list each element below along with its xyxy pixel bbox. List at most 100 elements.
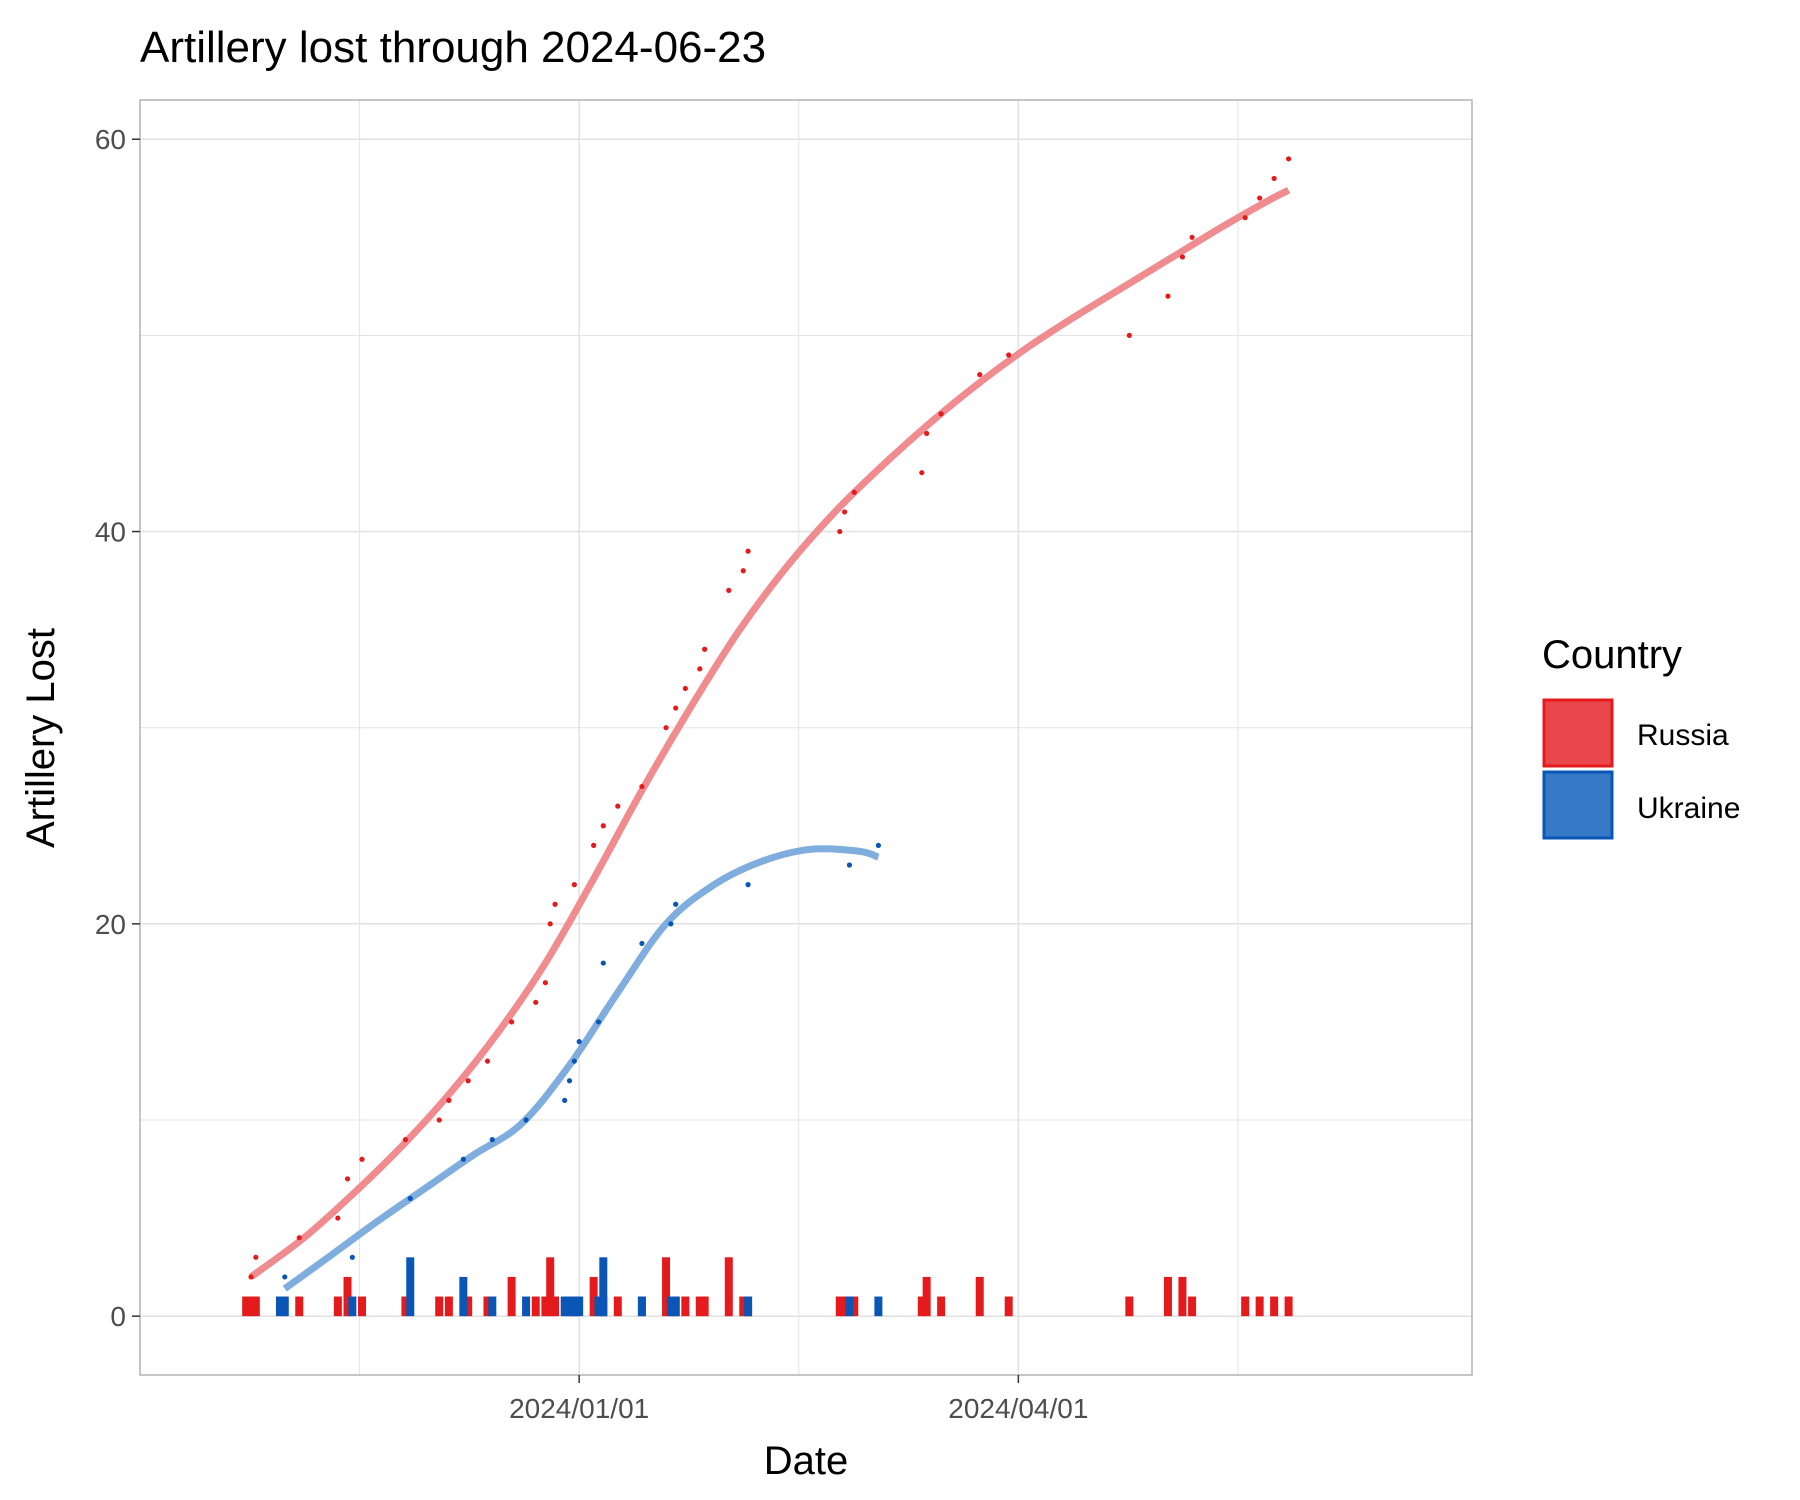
- panel-border: [139, 99, 1473, 1376]
- cumulative-point-ukraine: [489, 1137, 495, 1143]
- daily-bar-ukraine: [348, 1296, 357, 1317]
- cumulative-point-russia: [663, 725, 669, 731]
- daily-bar-ukraine: [744, 1296, 753, 1317]
- x-tick-label: 2024/04/01: [948, 1393, 1088, 1424]
- cumulative-point-russia: [591, 842, 597, 848]
- daily-bar-russia: [343, 1276, 352, 1317]
- x-tick-label: 2024/01/01: [509, 1393, 649, 1424]
- daily-bar-russia: [483, 1296, 492, 1317]
- cumulative-point-russia: [1179, 254, 1186, 260]
- daily-bar-ukraine: [575, 1296, 584, 1317]
- cumulative-point-russia: [248, 1274, 254, 1280]
- legend-swatch-ukraine: [1542, 770, 1614, 840]
- daily-bar-russia: [840, 1296, 849, 1317]
- daily-bar-russia: [695, 1296, 704, 1317]
- cumulative-point-ukraine: [407, 1195, 413, 1202]
- daily-bar-russia: [444, 1296, 453, 1317]
- chart-title: Artillery lost through 2024-06-23: [140, 23, 766, 72]
- cumulative-point-russia: [682, 685, 688, 692]
- cumulative-point-ukraine: [460, 1156, 466, 1162]
- y-tick-label: 40: [95, 517, 126, 548]
- daily-bar-russia: [1125, 1296, 1134, 1317]
- cumulative-point-russia: [837, 528, 843, 535]
- daily-bar-ukraine: [560, 1296, 569, 1317]
- cumulative-point-russia: [851, 489, 857, 495]
- cumulative-point-russia: [446, 1097, 452, 1103]
- daily-bar-ukraine: [874, 1296, 883, 1317]
- daily-bars: [242, 1257, 1293, 1317]
- daily-bar-russia: [401, 1296, 410, 1317]
- daily-bar-russia: [1188, 1296, 1197, 1317]
- daily-bar-russia: [251, 1296, 260, 1317]
- daily-bar-russia: [662, 1257, 671, 1317]
- cumulative-point-russia: [938, 411, 944, 417]
- cumulative-point-ukraine: [673, 901, 679, 907]
- daily-bar-russia: [850, 1296, 859, 1317]
- cumulative-point-russia: [1126, 332, 1132, 338]
- daily-bar-ukraine: [671, 1296, 680, 1317]
- cumulative-point-russia: [436, 1117, 442, 1123]
- cumulative-point-russia: [296, 1235, 302, 1241]
- daily-bar-ukraine: [459, 1276, 468, 1317]
- cumulative-point-russia: [977, 372, 983, 378]
- smooth-lines: [248, 187, 1291, 1292]
- daily-bar-russia: [975, 1276, 984, 1317]
- cumulative-point-russia: [842, 509, 848, 515]
- daily-bar-russia: [739, 1296, 748, 1317]
- cumulative-point-russia: [1189, 234, 1195, 240]
- cumulative-point-russia: [571, 882, 577, 888]
- cumulative-point-ukraine: [595, 1019, 602, 1025]
- cumulative-point-ukraine: [745, 882, 751, 888]
- daily-bar-ukraine: [599, 1257, 608, 1317]
- cumulative-point-russia: [344, 1176, 351, 1182]
- cumulative-point-russia: [542, 980, 548, 986]
- daily-bar-ukraine: [275, 1296, 284, 1317]
- daily-bar-russia: [922, 1276, 931, 1317]
- daily-bar-russia: [507, 1276, 516, 1317]
- cumulative-point-ukraine: [600, 960, 606, 966]
- cumulative-point-russia: [745, 548, 751, 554]
- daily-bar-ukraine: [565, 1296, 574, 1317]
- cumulative-point-ukraine: [846, 862, 853, 868]
- cumulative-point-russia: [600, 823, 606, 829]
- daily-bar-ukraine: [522, 1296, 531, 1317]
- cumulative-point-russia: [402, 1137, 409, 1143]
- smooth-line-russia: [248, 187, 1291, 1280]
- y-tick-label: 20: [95, 909, 126, 940]
- daily-bar-russia: [613, 1296, 622, 1317]
- cumulative-point-russia: [702, 646, 708, 652]
- cumulative-point-russia: [673, 705, 679, 711]
- cumulative-point-russia: [1271, 175, 1277, 182]
- daily-bar-russia: [724, 1257, 733, 1317]
- daily-bar-ukraine: [594, 1296, 603, 1317]
- cumulative-point-russia: [919, 470, 925, 476]
- daily-bar-russia: [333, 1296, 342, 1317]
- cumulative-point-russia: [253, 1254, 259, 1260]
- daily-bar-russia: [1255, 1296, 1264, 1317]
- legend-item-russia: Russia: [1542, 698, 1729, 768]
- cumulative-point-russia: [1257, 195, 1263, 201]
- daily-bar-russia: [242, 1296, 251, 1317]
- cumulative-point-ukraine: [523, 1117, 529, 1123]
- legend-label-ukraine: Ukraine: [1637, 792, 1740, 825]
- legend-item-ukraine: Ukraine: [1542, 770, 1740, 840]
- cumulative-point-russia: [484, 1058, 491, 1064]
- cumulative-point-russia: [615, 803, 621, 809]
- daily-bar-russia: [589, 1276, 598, 1317]
- legend-label-russia: Russia: [1637, 719, 1729, 752]
- cumulative-point-russia: [335, 1215, 341, 1221]
- legend: Country Russia Ukraine: [1542, 633, 1740, 840]
- cumulative-point-ukraine: [875, 842, 881, 848]
- daily-bar-russia: [531, 1296, 540, 1317]
- cumulative-point-russia: [1242, 215, 1248, 221]
- cumulative-point-ukraine: [668, 921, 674, 927]
- daily-bar-russia: [1004, 1296, 1013, 1317]
- cumulative-points: [248, 156, 1292, 1280]
- daily-bar-russia: [917, 1296, 926, 1317]
- cumulative-point-ukraine: [576, 1038, 582, 1045]
- cumulative-point-ukraine: [566, 1078, 573, 1084]
- daily-bar-russia: [247, 1296, 255, 1317]
- daily-bar-ukraine: [488, 1296, 497, 1317]
- daily-bar-russia: [1241, 1296, 1250, 1317]
